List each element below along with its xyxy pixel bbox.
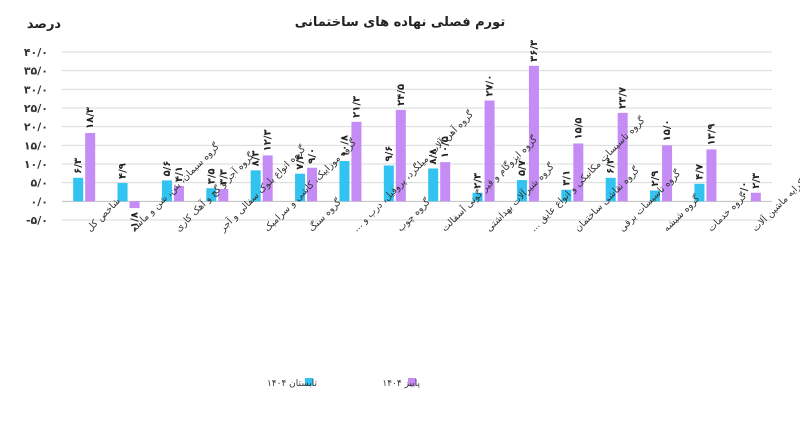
data-label: ۳/۳ xyxy=(218,169,229,185)
data-label: ۲/۹ xyxy=(650,171,661,187)
category-label: گروه انواع بلوک سفالی و آجر xyxy=(216,142,309,235)
legend-label: تابستان ۱۴۰۴ xyxy=(267,379,318,389)
bar-summer xyxy=(694,183,705,202)
bar-autumn xyxy=(750,192,761,202)
legend: تابستان ۱۴۰۴ پاییز ۱۴۰۴ xyxy=(267,378,420,389)
bar-summer xyxy=(650,190,661,202)
legend-swatch xyxy=(408,378,416,386)
bar-summer xyxy=(73,177,84,202)
bar-autumn xyxy=(706,149,717,202)
bar-autumn xyxy=(440,162,451,202)
data-label: ۵/۶ xyxy=(162,161,173,177)
legend-label: پاییز ۱۴۰۴ xyxy=(382,379,420,389)
bar-autumn xyxy=(85,133,96,202)
y-tick-label: ۳۰/۰ xyxy=(24,83,48,96)
bar-summer xyxy=(561,189,572,202)
y-tick-label: ۲۵/۰ xyxy=(24,102,48,115)
data-label: ۳/۵ xyxy=(206,168,217,184)
y-tick-label: ۴۰/۰ xyxy=(24,46,48,59)
bar-autumn xyxy=(129,201,140,209)
bar-summer xyxy=(295,173,306,202)
bar-summer xyxy=(250,170,261,202)
bar-summer xyxy=(605,177,616,202)
data-label: ۸/۸ xyxy=(428,149,439,165)
legend-swatch xyxy=(305,378,313,386)
y-tick-label: ۰/۰ xyxy=(31,195,48,208)
data-label: ۹/۰ xyxy=(307,148,318,164)
data-label: -۱/۸ xyxy=(130,212,141,232)
data-label: ۷/۴ xyxy=(295,154,306,170)
bar-summer xyxy=(206,188,217,202)
y-unit-label: درصد xyxy=(27,17,62,32)
bars xyxy=(73,65,761,209)
data-label: ۶/۳ xyxy=(73,158,84,174)
data-label: ۲۷/۰ xyxy=(485,75,496,97)
data-label: ۱۸/۳ xyxy=(85,107,96,129)
bar-autumn xyxy=(484,100,495,202)
bar-autumn xyxy=(351,121,362,202)
data-label: ۲/۳ xyxy=(751,173,762,189)
bar-summer xyxy=(472,192,483,202)
data-labels: ۶/۳ ۱۸/۳ ۴/۹ -۱/۸ ۵/۶ ۴/۱ ۳/۵ ۳/۳ ۸/۳۱۲/۳ ۷/۴ ۹/۰ ۱… xyxy=(73,40,762,232)
data-label: ۲/۳ xyxy=(473,173,484,189)
data-label: ۲۳/۷ xyxy=(618,87,629,109)
data-label: ۸/۳ xyxy=(251,150,262,166)
bar-autumn xyxy=(395,109,406,202)
bar-summer xyxy=(383,165,394,202)
data-label: ۹/۶ xyxy=(384,146,395,162)
data-label: ۴/۹ xyxy=(118,163,129,179)
data-label: ۴/۱ xyxy=(174,166,185,182)
bar-autumn xyxy=(617,112,628,202)
data-label: ۱۰/۸ xyxy=(339,135,350,157)
bar-autumn xyxy=(262,155,273,202)
data-label: ۲۴/۵ xyxy=(396,84,407,106)
chart-title: تورم فصلی نهاده های ساختمانی xyxy=(295,15,505,30)
data-label: ۶/۳ xyxy=(606,158,617,174)
y-tick-label: ۱۵/۰ xyxy=(24,139,48,152)
data-label: ۵/۷ xyxy=(517,160,528,176)
y-tick-label: -۵/۰ xyxy=(26,214,48,227)
bar-autumn xyxy=(573,143,584,202)
bar-autumn xyxy=(528,65,539,202)
y-tick-label: ۵/۰ xyxy=(31,177,48,190)
bar-summer xyxy=(339,161,350,202)
data-label: ۴/۷ xyxy=(694,164,705,180)
bar-summer xyxy=(161,180,172,202)
y-tick-label: ۲۰/۰ xyxy=(24,121,48,134)
bar-autumn xyxy=(307,167,318,202)
data-label: ۳۶/۳ xyxy=(529,40,540,62)
data-label: ۱۲/۳ xyxy=(263,129,274,151)
y-tick-label: ۱۰/۰ xyxy=(24,158,48,171)
bar-autumn xyxy=(218,189,229,202)
data-label: ۱۵/۰ xyxy=(662,119,673,141)
bar-summer xyxy=(516,180,527,202)
bar-summer xyxy=(428,168,439,202)
y-tick-label: ۳۵/۰ xyxy=(24,65,48,78)
bar-summer xyxy=(117,183,128,202)
y-axis-ticks: -۵/۰ ۰/۰ ۵/۰ ۱۰/۰ ۱۵/۰ ۲۰/۰ ۲۵/۰ ۳۰/۰ ۳۵/۰ ۴۰/۰ xyxy=(24,46,48,227)
data-label: ۲۱/۳ xyxy=(351,96,362,118)
data-label: ۱۵/۵ xyxy=(573,117,584,139)
category-label: گروه آجر و گچ و آهک کاری xyxy=(172,149,257,234)
bar-autumn xyxy=(173,186,184,202)
data-label: ۱۰/۵ xyxy=(440,136,451,158)
data-label: ۳/۱ xyxy=(561,170,572,186)
bar-autumn xyxy=(662,145,673,202)
data-label: ۱۳/۹ xyxy=(706,123,717,145)
data-label: ۰/۰ xyxy=(739,181,750,197)
